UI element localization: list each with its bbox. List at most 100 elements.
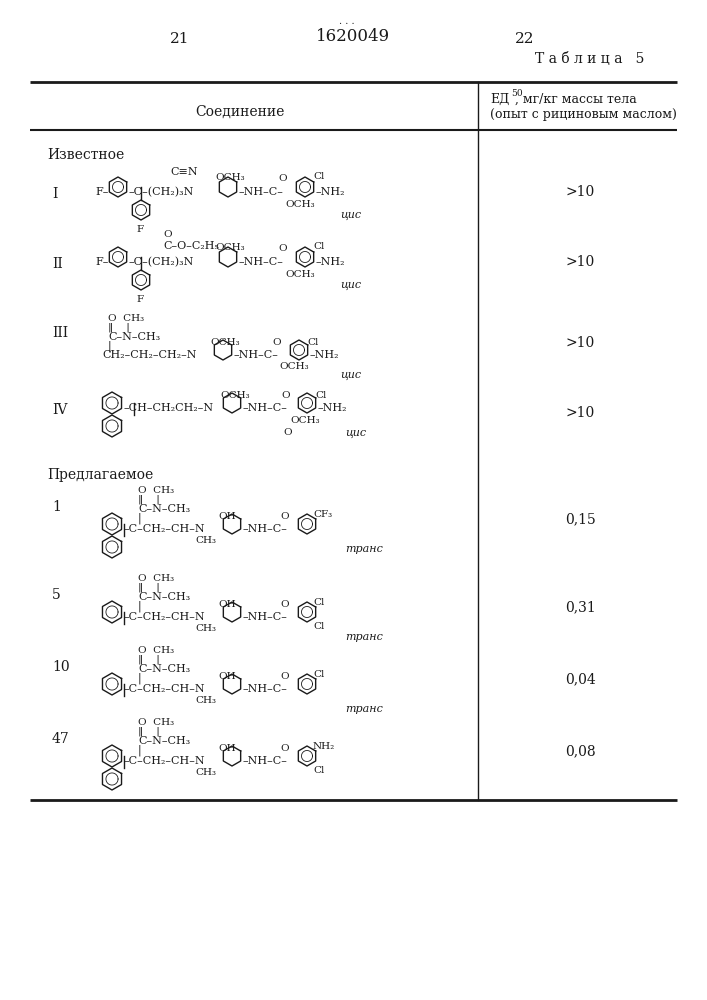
Text: C–N–CH₃: C–N–CH₃ xyxy=(138,736,190,746)
Text: O  CH₃: O CH₃ xyxy=(108,314,144,323)
Text: C–N–CH₃: C–N–CH₃ xyxy=(138,664,190,674)
Text: O: O xyxy=(278,244,286,253)
Text: IV: IV xyxy=(52,403,67,417)
Text: F: F xyxy=(136,295,143,304)
Text: CH₃: CH₃ xyxy=(195,624,216,633)
Text: OH: OH xyxy=(218,672,235,681)
Text: OH: OH xyxy=(218,600,235,609)
Text: ‖    |: ‖ | xyxy=(108,323,130,332)
Text: Cl: Cl xyxy=(313,766,325,775)
Text: O  CH₃: O CH₃ xyxy=(138,574,174,583)
Text: |: | xyxy=(138,601,141,612)
Text: (опыт с рициновым маслом): (опыт с рициновым маслом) xyxy=(490,108,677,121)
Text: OCH₃: OCH₃ xyxy=(279,362,309,371)
Text: транс: транс xyxy=(345,704,383,714)
Text: OCH₃: OCH₃ xyxy=(285,200,315,209)
Text: C–N–CH₃: C–N–CH₃ xyxy=(108,332,160,342)
Text: 5: 5 xyxy=(52,588,61,602)
Text: CH₂–CH₂–CH₂–N: CH₂–CH₂–CH₂–N xyxy=(102,350,197,360)
Text: O: O xyxy=(280,512,288,521)
Text: –NH–C–: –NH–C– xyxy=(243,684,288,694)
Text: OH: OH xyxy=(218,744,235,753)
Text: транс: транс xyxy=(345,544,383,554)
Text: –NH–C–: –NH–C– xyxy=(243,524,288,534)
Text: –C–(CH₂)₃N: –C–(CH₂)₃N xyxy=(129,187,194,197)
Text: OH: OH xyxy=(218,512,235,521)
Text: –NH–C–: –NH–C– xyxy=(243,612,288,622)
Text: ЕД: ЕД xyxy=(490,93,509,106)
Text: |: | xyxy=(138,745,141,756)
Text: –NH–C–: –NH–C– xyxy=(234,350,279,360)
Text: Cl: Cl xyxy=(313,172,325,181)
Text: OCH₃: OCH₃ xyxy=(215,173,245,182)
Text: 0,08: 0,08 xyxy=(565,744,595,758)
Text: O: O xyxy=(163,230,172,239)
Text: F–: F– xyxy=(95,187,108,197)
Text: O  CH₃: O CH₃ xyxy=(138,646,174,655)
Text: Cl: Cl xyxy=(315,391,327,400)
Text: >10: >10 xyxy=(566,185,595,199)
Text: O: O xyxy=(281,391,290,400)
Text: Cl: Cl xyxy=(307,338,318,347)
Text: ‖    |: ‖ | xyxy=(138,583,160,592)
Text: CH₃: CH₃ xyxy=(195,768,216,777)
Text: >10: >10 xyxy=(566,336,595,350)
Text: O: O xyxy=(280,672,288,681)
Text: |: | xyxy=(108,341,112,353)
Text: цис: цис xyxy=(340,280,361,290)
Text: 22: 22 xyxy=(515,32,534,46)
Text: 0,04: 0,04 xyxy=(565,672,595,686)
Text: O  CH₃: O CH₃ xyxy=(138,486,174,495)
Text: 10: 10 xyxy=(52,660,69,674)
Text: –NH₂: –NH₂ xyxy=(318,403,348,413)
Text: O: O xyxy=(272,338,281,347)
Text: –NH₂: –NH₂ xyxy=(316,187,346,197)
Text: –NH–C–: –NH–C– xyxy=(239,187,284,197)
Text: 0,15: 0,15 xyxy=(565,512,595,526)
Text: транс: транс xyxy=(345,632,383,642)
Text: –C–CH₂–CH–N: –C–CH₂–CH–N xyxy=(124,524,206,534)
Text: O  CH₃: O CH₃ xyxy=(138,718,174,727)
Text: OCH₃: OCH₃ xyxy=(210,338,240,347)
Text: O: O xyxy=(278,174,286,183)
Text: цис: цис xyxy=(340,370,361,380)
Text: –C–CH₂–CH–N: –C–CH₂–CH–N xyxy=(124,612,206,622)
Text: Cl: Cl xyxy=(313,242,325,251)
Text: Cl: Cl xyxy=(313,670,325,679)
Text: OCH₃: OCH₃ xyxy=(220,391,250,400)
Text: цис: цис xyxy=(345,428,366,438)
Text: –NH–C–: –NH–C– xyxy=(243,756,288,766)
Text: –NH–C–: –NH–C– xyxy=(239,257,284,267)
Text: O: O xyxy=(283,428,291,437)
Text: O: O xyxy=(280,744,288,753)
Text: >10: >10 xyxy=(566,406,595,420)
Text: цис: цис xyxy=(340,210,361,220)
Text: Cl: Cl xyxy=(313,622,325,631)
Text: CH₃: CH₃ xyxy=(195,696,216,705)
Text: –NH–C–: –NH–C– xyxy=(243,403,288,413)
Text: –C–(CH₂)₃N: –C–(CH₂)₃N xyxy=(129,257,194,267)
Text: Соединение: Соединение xyxy=(195,105,285,119)
Text: Предлагаемое: Предлагаемое xyxy=(47,468,153,482)
Text: C–N–CH₃: C–N–CH₃ xyxy=(138,504,190,514)
Text: 47: 47 xyxy=(52,732,70,746)
Text: I: I xyxy=(52,187,57,201)
Text: 50: 50 xyxy=(511,89,522,98)
Text: II: II xyxy=(52,257,63,271)
Text: . . .: . . . xyxy=(339,17,355,26)
Text: , мг/кг массы тела: , мг/кг массы тела xyxy=(515,93,637,106)
Text: 1620049: 1620049 xyxy=(316,28,390,45)
Text: 1: 1 xyxy=(52,500,61,514)
Text: O: O xyxy=(280,600,288,609)
Text: –C–CH₂–CH–N: –C–CH₂–CH–N xyxy=(124,684,206,694)
Text: 21: 21 xyxy=(170,32,189,46)
Text: |: | xyxy=(138,513,141,524)
Text: >10: >10 xyxy=(566,255,595,269)
Text: CH₃: CH₃ xyxy=(195,536,216,545)
Text: CF₃: CF₃ xyxy=(313,510,332,519)
Text: C–O–C₂H₅: C–O–C₂H₅ xyxy=(163,241,219,251)
Text: ‖    |: ‖ | xyxy=(138,727,160,736)
Text: Т а б л и ц а   5: Т а б л и ц а 5 xyxy=(535,52,645,66)
Text: 0,31: 0,31 xyxy=(565,600,595,614)
Text: Cl: Cl xyxy=(313,598,325,607)
